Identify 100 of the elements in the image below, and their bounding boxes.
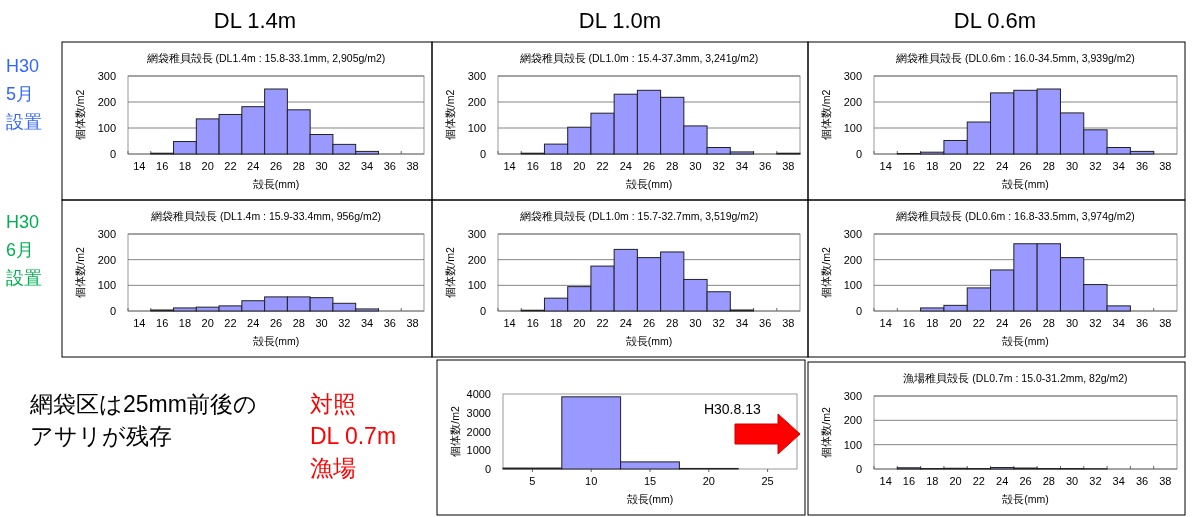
x-tick-label: 14 <box>503 317 516 329</box>
x-tick-label: 20 <box>201 317 214 329</box>
y-tick-label: 0 <box>109 305 116 317</box>
y-tick-label: 0 <box>479 148 486 160</box>
x-tick-label: 24 <box>996 475 1009 487</box>
x-axis-title: 殻長(mm) <box>625 335 673 347</box>
x-tick-label: 14 <box>879 160 892 172</box>
chart-title: 網袋稚貝殻長 (DL0.6m : 16.8-33.5mm, 3,974g/m2) <box>895 210 1135 222</box>
x-tick-label: 5 <box>529 475 536 487</box>
chart-title: 網袋稚貝殻長 (DL1.4m : 15.8-33.1mm, 2,905g/m2) <box>145 52 386 64</box>
x-tick-label: 36 <box>383 317 396 329</box>
text: 対照 <box>310 391 356 417</box>
x-tick-label: 28 <box>666 160 679 172</box>
y-tick-label: 300 <box>843 70 862 82</box>
x-tick-label: 32 <box>338 317 351 329</box>
x-tick-label: 24 <box>996 317 1009 329</box>
x-tick-label: 18 <box>178 317 192 329</box>
x-tick-label: 24 <box>619 317 632 329</box>
x-tick-label: 16 <box>156 317 169 329</box>
y-tick-label: 300 <box>97 228 116 240</box>
x-tick-label: 20 <box>201 160 214 172</box>
y-tick-label: 0 <box>484 463 491 475</box>
x-tick-label: 24 <box>247 160 260 172</box>
x-tick-label: 20 <box>949 317 962 329</box>
x-tick-label: 36 <box>383 160 396 172</box>
x-tick-label: 26 <box>1019 160 1032 172</box>
x-tick-label: 38 <box>1159 475 1172 487</box>
x-tick-label: 24 <box>996 160 1009 172</box>
text: 網袋区は25mm前後のアサリが残存 <box>30 390 258 451</box>
text: H30 <box>6 56 40 76</box>
text: 設置 <box>6 112 42 132</box>
y-tick-label: 0 <box>855 148 862 160</box>
y-tick-label: 4000 <box>466 388 491 400</box>
text: DL 0.7m <box>310 423 397 449</box>
chart-title: 網袋稚貝殻長 (DL0.6m : 16.0-34.5mm, 3,939g/m2) <box>895 52 1135 64</box>
x-tick-label: 18 <box>549 160 563 172</box>
x-tick-label: 16 <box>902 317 916 329</box>
chart-title: 網袋稚貝殻長 (DL1.0m : 15.7-32.7mm, 3,519g/m2) <box>518 210 759 222</box>
x-tick-label: 15 <box>643 475 657 487</box>
y-tick-label: 100 <box>467 122 486 134</box>
x-tick-label: 18 <box>549 317 563 329</box>
x-tick-label: 14 <box>879 475 892 487</box>
x-axis-title: 殻長(mm) <box>1002 178 1049 190</box>
x-tick-label: 22 <box>972 475 986 487</box>
annotation: H30.8.13 <box>703 401 761 417</box>
text: 設置 <box>6 268 42 288</box>
y-axis-title: 個体数/m2 <box>444 247 456 298</box>
x-tick-label: 10 <box>585 475 598 487</box>
text: DL 1.4m <box>213 8 297 33</box>
x-tick-label: 18 <box>926 317 939 329</box>
y-tick-label: 100 <box>843 279 862 292</box>
x-tick-label: 26 <box>1019 475 1032 487</box>
chart-title: 漁場稚貝殻長 (DL0.7m : 15.0-31.2mm, 82g/m2) <box>903 372 1128 384</box>
x-tick-label: 26 <box>1019 317 1032 329</box>
x-axis-title: 殻長(mm) <box>625 178 673 190</box>
x-tick-label: 38 <box>1159 317 1172 329</box>
x-tick-label: 28 <box>1042 317 1055 329</box>
x-axis-title: 殻長(mm) <box>626 493 674 505</box>
y-tick-label: 300 <box>843 390 862 402</box>
x-tick-label: 22 <box>224 160 237 172</box>
x-tick-label: 20 <box>702 475 715 487</box>
y-tick-label: 0 <box>109 148 116 160</box>
x-tick-label: 16 <box>526 160 539 172</box>
y-tick-label: 100 <box>843 438 862 451</box>
x-tick-label: 16 <box>902 160 916 172</box>
chart-title: 網袋稚貝殻長 (DL1.4m : 15.9-33.4mm, 956g/m2) <box>150 210 381 222</box>
x-tick-label: 30 <box>315 317 328 329</box>
x-tick-label: 38 <box>782 317 795 329</box>
y-tick-label: 100 <box>843 122 862 134</box>
x-tick-label: 18 <box>178 160 192 172</box>
x-tick-label: 32 <box>1089 475 1102 487</box>
x-tick-label: 34 <box>735 317 749 329</box>
x-tick-label: 34 <box>735 160 749 172</box>
x-tick-label: 28 <box>1042 475 1055 487</box>
x-tick-label: 28 <box>666 317 679 329</box>
y-tick-label: 300 <box>467 70 486 82</box>
x-tick-label: 32 <box>712 317 725 329</box>
x-tick-label: 24 <box>247 317 260 329</box>
y-tick-label: 0 <box>479 305 486 317</box>
x-tick-label: 32 <box>1089 317 1102 329</box>
text: 5月 <box>6 84 35 104</box>
x-tick-label: 32 <box>338 160 351 172</box>
x-tick-label: 18 <box>926 475 939 487</box>
x-tick-label: 20 <box>573 160 586 172</box>
x-tick-label: 36 <box>1135 317 1149 329</box>
x-tick-label: 36 <box>1135 160 1149 172</box>
y-tick-label: 100 <box>97 279 116 292</box>
x-axis-title: 殻長(mm) <box>1002 493 1049 505</box>
y-tick-label: 100 <box>467 279 486 292</box>
x-tick-label: 26 <box>269 160 283 172</box>
x-axis-title: 殻長(mm) <box>252 335 300 347</box>
x-tick-label: 30 <box>689 160 702 172</box>
x-tick-label: 26 <box>642 160 656 172</box>
x-tick-label: 26 <box>269 317 283 329</box>
x-tick-label: 38 <box>782 160 795 172</box>
x-tick-label: 25 <box>761 475 774 487</box>
y-tick-label: 200 <box>467 253 486 266</box>
y-axis-title: 個体数/m2 <box>820 247 832 298</box>
x-tick-label: 32 <box>712 160 725 172</box>
x-tick-label: 26 <box>642 317 656 329</box>
